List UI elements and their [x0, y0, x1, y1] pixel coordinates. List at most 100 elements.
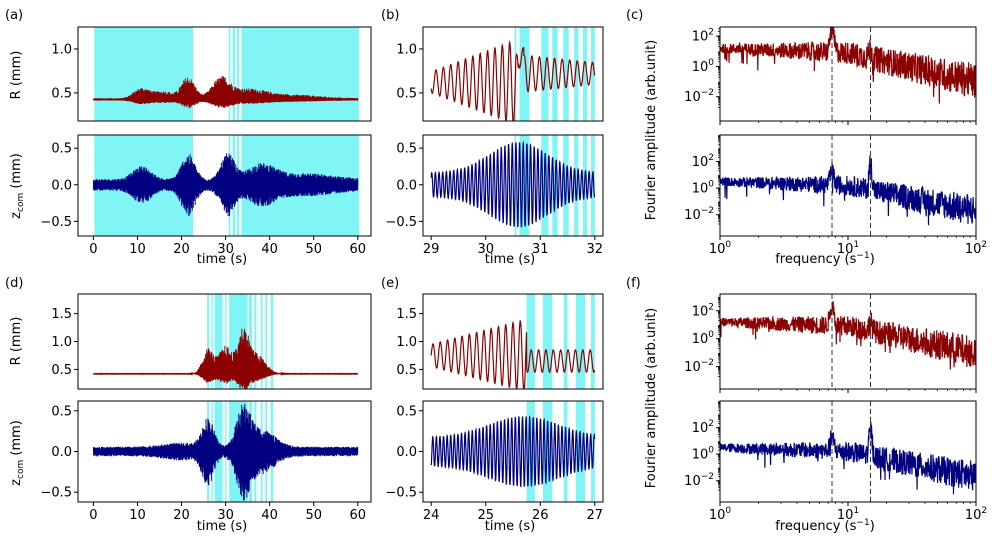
highlight-span-b_z-7	[591, 135, 595, 236]
xtick-label-d_z-4: 40	[261, 508, 278, 523]
c-xlabel-sup: −1	[856, 251, 869, 261]
panel-label-b: (b)	[381, 8, 399, 23]
ytick-label-c_R-0: 10−2	[684, 88, 714, 105]
panel-label-f: (f)	[626, 276, 641, 291]
xtick-label-c_z-0: 100	[709, 240, 732, 257]
subplot-e_z: −0.5 0.0 0.5 24 25 26 27	[385, 400, 604, 523]
highlight-span-e_z-1	[543, 401, 553, 502]
ytick-label-f_R-1: 100	[692, 330, 715, 347]
ytick-exponent-f_z-2: 2	[708, 419, 714, 429]
ytick-label-e_R-1: 1.0	[396, 335, 417, 350]
ytick-label-d_R-2: 1.5	[51, 307, 72, 322]
xtick-label-e_z-1: 25	[477, 508, 494, 523]
xtick-label-a_z-0: 0	[89, 242, 97, 257]
f-xlabel-end: )	[870, 519, 875, 534]
ytick-exponent-c_z-0: −2	[701, 206, 714, 216]
xtick-label-e_z-2: 26	[532, 508, 549, 523]
c-xlabel: frequency (s−1)	[775, 251, 875, 267]
trace-d_z	[92, 403, 359, 501]
xtick-label-a_z-4: 40	[261, 242, 278, 257]
ytick-label-b_z-2: 0.5	[396, 142, 417, 157]
trace-c_z	[720, 155, 976, 226]
xtick-label-d_z-1: 10	[129, 508, 146, 523]
ytick-label-b_R-1: 1.0	[396, 42, 417, 57]
xtick-exponent-f_z-0: 0	[725, 506, 731, 516]
a-r-ylabel: R (mm)	[9, 51, 24, 100]
c-xlabel-end: )	[870, 252, 875, 267]
ytick-label-d_z-2: 0.5	[51, 404, 72, 419]
ytick-exponent-c_z-1: 0	[708, 180, 714, 190]
ytick-exponent-f_z-1: 0	[708, 446, 714, 456]
trace-e_R	[430, 319, 596, 389]
xtick-label-d_z-2: 20	[173, 508, 190, 523]
xtick-label-e_z-0: 24	[423, 508, 440, 523]
xtick-exponent-c_z-0: 0	[725, 240, 731, 250]
highlight-span-b_R-3	[552, 27, 558, 121]
f-xlabel: frequency (s−1)	[775, 518, 875, 534]
highlight-span-a_R-2	[232, 27, 236, 121]
d-z-ylabel-main: z	[9, 479, 24, 486]
subplot-a_R: 0.5 1.0	[51, 26, 372, 122]
subplot-b_R: 0.5 1.0	[396, 26, 604, 122]
subplot-d_z: −0.5 0.0 0.5 0 10 20 30 40 50 60	[40, 400, 372, 523]
ytick-exponent-f_R-0: −2	[701, 358, 714, 368]
highlight-span-d_R-0	[207, 294, 210, 389]
ytick-label-e_R-2: 1.5	[396, 307, 417, 322]
xtick-label-d_z-6: 60	[350, 508, 367, 523]
ytick-label-a_R-1: 1.0	[51, 42, 72, 57]
highlight-span-a_R-3	[237, 27, 240, 121]
highlight-span-e_R-3	[575, 294, 585, 389]
trace-f_z	[720, 421, 976, 495]
trace-b_R	[430, 40, 596, 121]
xtick-exponent-f_z-1: 1	[853, 506, 859, 516]
ytick-label-b_R-0: 0.5	[396, 86, 417, 101]
subplot-d_R: 0.5 1.0 1.5	[51, 293, 372, 390]
c-xlabel-main: frequency (s	[775, 252, 856, 267]
ytick-label-e_z-0: −0.5	[385, 486, 417, 501]
xtick-label-a_z-1: 10	[129, 242, 146, 257]
ytick-exponent-c_R-2: 2	[708, 28, 714, 38]
panel-label-a: (a)	[5, 8, 23, 23]
ytick-label-c_z-0: 10−2	[684, 206, 714, 223]
trace-c_R	[720, 27, 976, 104]
ytick-label-f_R-0: 10−2	[684, 358, 714, 375]
trace-b_z	[430, 140, 596, 228]
highlight-span-b_R-5	[574, 27, 579, 121]
e-xlabel: time (s)	[485, 519, 535, 534]
xtick-label-d_z-0: 0	[89, 508, 97, 523]
axes-frame-a_z	[77, 134, 372, 237]
xtick-exponent-f_z-2: 2	[981, 506, 987, 516]
subplot-c_R: 10−2 100 102	[684, 26, 977, 125]
ytick-exponent-f_R-2: 2	[708, 302, 714, 312]
xtick-label-a_z-6: 60	[350, 242, 367, 257]
highlight-span-e_R-2	[563, 294, 568, 389]
xtick-exponent-c_z-2: 2	[981, 240, 987, 250]
b-xlabel: time (s)	[485, 252, 535, 267]
ytick-label-e_R-0: 0.5	[396, 363, 417, 378]
xtick-label-c_z-2: 102	[965, 240, 987, 257]
highlight-span-e_R-1	[543, 294, 553, 389]
ytick-label-a_z-1: 0.0	[51, 178, 72, 193]
xtick-label-a_z-5: 50	[305, 242, 322, 257]
trace-f_R	[720, 301, 976, 370]
c-ylabel: Fourier amplitude (arb.unit)	[644, 40, 659, 221]
subplot-b_z: −0.5 0.0 0.5 29 30 31 32	[385, 134, 604, 257]
ytick-label-a_z-0: −0.5	[40, 215, 72, 230]
d-z-ylabel-sub: com	[16, 460, 26, 479]
a-xlabel: time (s)	[197, 252, 247, 267]
plots-layer: 0.51.0−0.50.00.50 10 20 30 40 50 600.51.0−0.50…	[40, 26, 987, 523]
d-z-ylabel-unit: (mm)	[9, 420, 24, 460]
ytick-label-c_R-1: 100	[692, 58, 715, 75]
f-xlabel-main: frequency (s	[775, 519, 856, 534]
axes-frame-b_z	[422, 134, 604, 237]
xtick-label-f_z-0: 100	[709, 506, 732, 523]
ytick-label-f_z-1: 100	[692, 446, 715, 463]
highlight-span-d_R-3	[225, 294, 227, 389]
panel-label-c: (c)	[626, 8, 643, 23]
axes-frame-b_R	[422, 26, 604, 122]
ytick-label-d_z-0: −0.5	[40, 486, 72, 501]
ytick-label-d_R-1: 1.0	[51, 335, 72, 350]
subplot-a_z: −0.5 0.0 0.5 0 10 20 30 40 50 60	[40, 134, 372, 257]
